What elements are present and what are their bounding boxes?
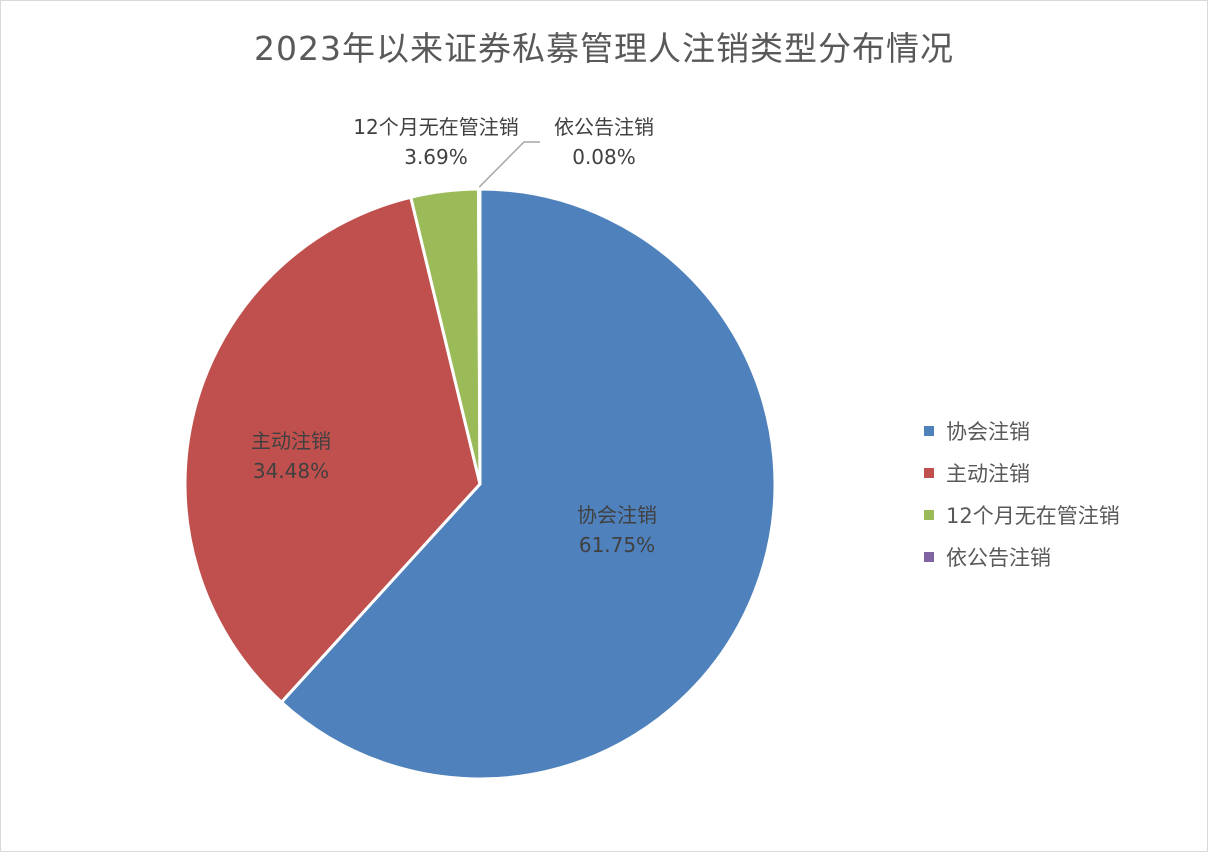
data-label-category-2: 主动注销 — [251, 429, 331, 453]
pie-slice-2 — [183, 195, 482, 705]
leader-line-4 — [478, 141, 540, 188]
data-label-value-3: 3.69% — [404, 145, 468, 169]
data-label-value-1: 61.75% — [579, 533, 655, 557]
legend-item-1: 协会注销 — [924, 410, 1120, 452]
data-label-category-3: 12个月无在管注销 — [353, 115, 518, 139]
legend-swatch-4 — [924, 552, 934, 562]
legend-label-2: 主动注销 — [946, 462, 1030, 486]
legend-swatch-1 — [924, 426, 934, 436]
legend-swatch-2 — [924, 468, 934, 478]
legend-label-1: 协会注销 — [946, 420, 1030, 444]
legend-item-3: 12个月无在管注销 — [924, 494, 1120, 536]
pie-slice-1 — [279, 187, 777, 781]
legend-swatch-3 — [924, 510, 934, 520]
data-label-value-2: 34.48% — [253, 459, 329, 483]
legend-item-4: 依公告注销 — [924, 536, 1120, 578]
legend-label-4: 依公告注销 — [946, 546, 1051, 570]
chart-title: 2023年以来证券私募管理人注销类型分布情况 — [254, 29, 954, 68]
legend: 协会注销主动注销 12个月无在管注销 依公告注销 — [924, 410, 1120, 578]
data-label-value-4: 0.08% — [572, 145, 636, 169]
legend-label-3: 12个月无在管注销 — [946, 504, 1120, 528]
data-label-category-4: 依公告注销 — [554, 115, 654, 139]
pie-slice-4 — [477, 187, 482, 485]
data-label-category-1: 协会注销 — [577, 503, 657, 527]
legend-item-2: 主动注销 — [924, 452, 1120, 494]
